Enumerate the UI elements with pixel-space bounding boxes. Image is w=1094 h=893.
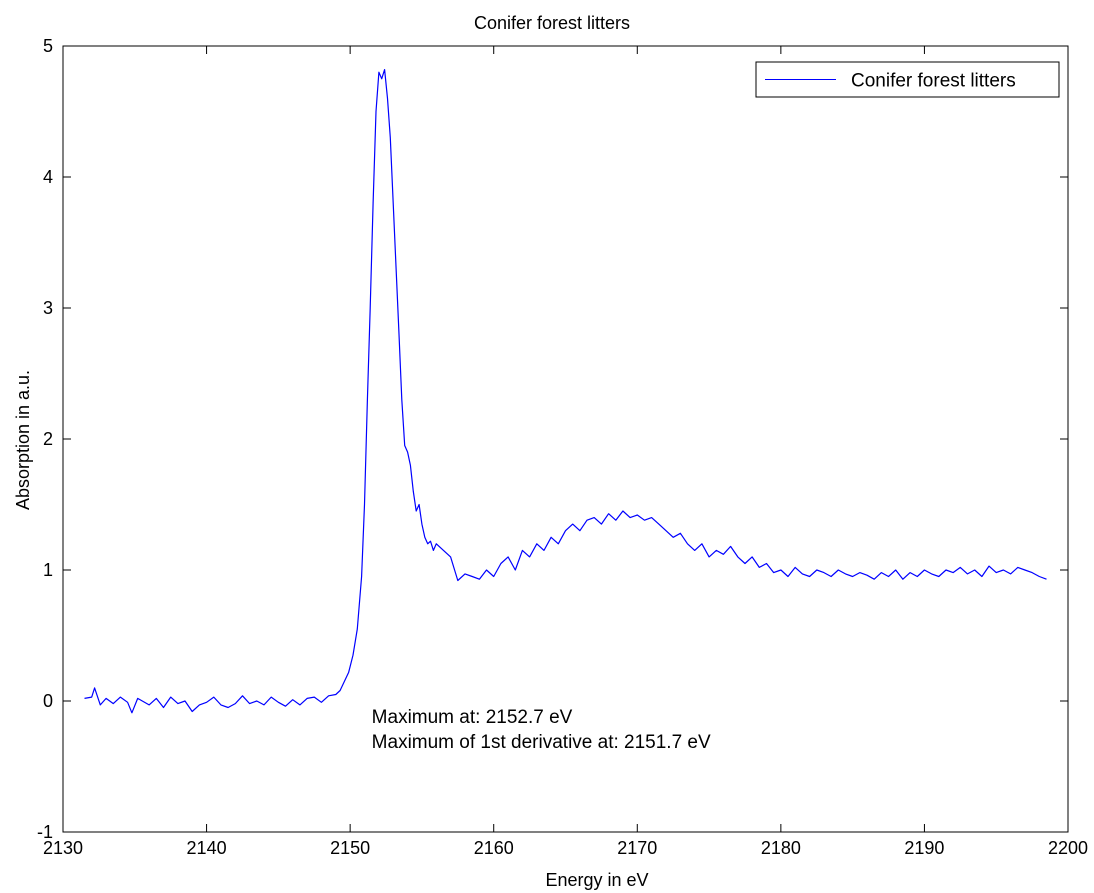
x-tick-label: 2130 [43,838,83,858]
x-tick-label: 2200 [1048,838,1088,858]
y-tick-label: 3 [43,298,53,318]
y-tick-label: -1 [37,822,53,842]
x-tick-label: 2160 [474,838,514,858]
annotations: Maximum at: 2152.7 eV Maximum of 1st deri… [372,707,711,753]
annotation-text: Maximum of 1st derivative at: 2151.7 eV [372,732,711,753]
y-tick-label: 5 [43,36,53,56]
x-axis-label: Energy in eV [545,870,648,890]
chart-title: Conifer forest litters [474,13,630,33]
x-tick-label: 2190 [904,838,944,858]
annotation-text: Maximum at: 2152.7 eV [372,707,573,728]
y-tick-label: 4 [43,167,53,187]
x-tick-label: 2170 [617,838,657,858]
x-tick-label: 2140 [187,838,227,858]
plot-frame [62,45,1069,833]
series-line [84,68,1047,714]
y-tick-label: 1 [43,560,53,580]
y-tick-label: 2 [43,429,53,449]
y-axis-label: Absorption in a.u. [13,370,33,510]
legend-label: Conifer forest litters [851,71,1016,92]
plot-area [62,45,1069,833]
x-tick-label: 2180 [761,838,801,858]
series-layer [84,68,1047,714]
axis-ticks: 2130 2140 2150 2160 2170 2180 2190 2200 -1 0 1 2 3 4 5 [37,36,1088,858]
legend: Conifer forest litters [755,61,1060,98]
x-tick-label: 2150 [330,838,370,858]
y-tick-label: 0 [43,691,53,711]
